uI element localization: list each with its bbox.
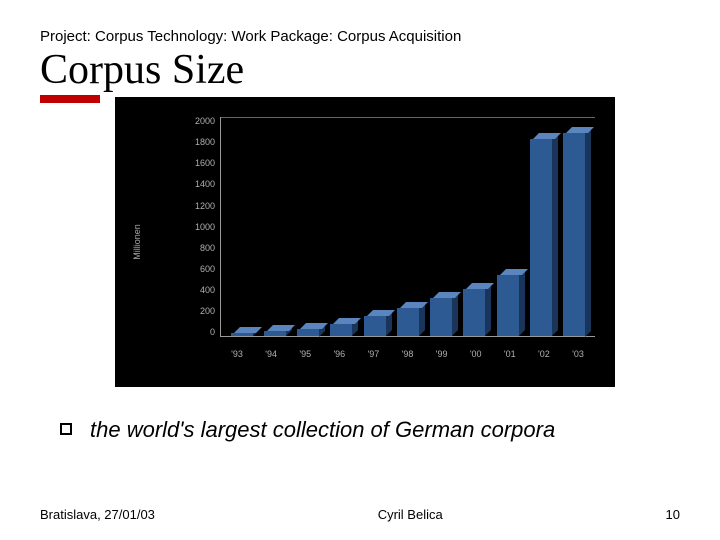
x-tick-label: '93 <box>220 349 254 359</box>
footer-left: Bratislava, 27/01/03 <box>40 507 155 522</box>
y-tick-label: 800 <box>175 244 215 253</box>
y-axis-ticks: 2000180016001400120010008006004002000 <box>175 117 215 337</box>
x-tick-label: '96 <box>322 349 356 359</box>
plot-area <box>220 117 595 337</box>
bar <box>463 289 485 336</box>
y-tick-label: 400 <box>175 286 215 295</box>
x-tick-label: '03 <box>561 349 595 359</box>
y-tick-label: 1200 <box>175 202 215 211</box>
bar <box>364 316 386 336</box>
y-tick-label: 1600 <box>175 159 215 168</box>
project-label: Project: Corpus Technology: Work Package… <box>40 28 680 45</box>
footer: Bratislava, 27/01/03 Cyril Belica 10 <box>40 507 680 522</box>
bar <box>397 308 419 336</box>
x-tick-label: '02 <box>527 349 561 359</box>
x-tick-label: '99 <box>425 349 459 359</box>
y-tick-label: 200 <box>175 307 215 316</box>
y-tick-label: 1000 <box>175 223 215 232</box>
bar <box>297 329 319 337</box>
y-tick-label: 600 <box>175 265 215 274</box>
footer-center: Cyril Belica <box>378 507 443 522</box>
corpus-size-chart: Millionen 200018001600140012001000800600… <box>115 97 615 387</box>
y-tick-label: 1400 <box>175 180 215 189</box>
title-underline <box>40 95 100 103</box>
caption-row: the world's largest collection of German… <box>40 417 680 443</box>
bars-container <box>221 117 595 336</box>
bar <box>563 133 585 337</box>
slide: Project: Corpus Technology: Work Package… <box>0 0 720 540</box>
x-tick-label: '98 <box>390 349 424 359</box>
bar <box>231 333 253 336</box>
caption-text: the world's largest collection of German… <box>90 417 555 443</box>
bar <box>264 331 286 336</box>
y-tick-label: 0 <box>175 328 215 337</box>
bar <box>530 139 552 336</box>
bar <box>330 324 352 336</box>
y-axis-label: Millionen <box>132 224 142 260</box>
bullet-icon <box>60 423 72 435</box>
y-tick-label: 2000 <box>175 117 215 126</box>
slide-title: Corpus Size <box>40 47 680 93</box>
x-tick-label: '95 <box>288 349 322 359</box>
x-axis-ticks: '93'94'95'96'97'98'99'00'01'02'03 <box>220 349 595 359</box>
x-tick-label: '94 <box>254 349 288 359</box>
bar <box>497 275 519 336</box>
y-tick-label: 1800 <box>175 138 215 147</box>
x-tick-label: '00 <box>459 349 493 359</box>
footer-right: 10 <box>666 507 680 522</box>
bar <box>430 298 452 336</box>
x-tick-label: '97 <box>356 349 390 359</box>
x-tick-label: '01 <box>493 349 527 359</box>
